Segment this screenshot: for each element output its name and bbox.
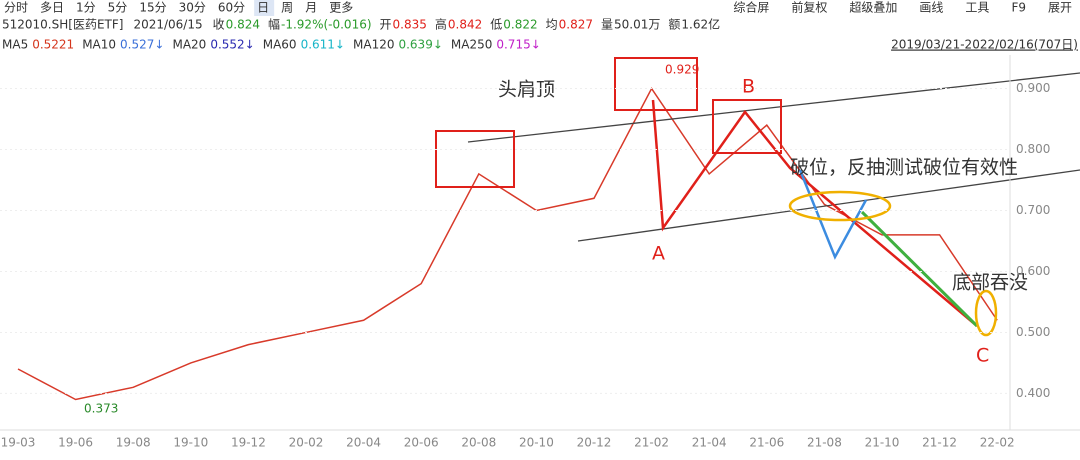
green-line — [860, 210, 979, 328]
info-label: 幅 — [268, 17, 280, 32]
info-label: 低 — [490, 18, 502, 32]
tab[interactable]: 周 — [281, 1, 293, 15]
ma-value: 0.5221 — [32, 38, 74, 52]
info-date: 2021/06/15 — [133, 18, 202, 32]
ma-value: 0.639↓ — [398, 38, 442, 52]
high-label: 0.929 — [665, 63, 699, 77]
info-value: 0.842 — [448, 18, 482, 32]
neckline-lower — [577, 169, 1080, 242]
x-tick-label: 20-10 — [519, 436, 554, 450]
toolbar-button[interactable]: 前复权 — [791, 0, 827, 15]
x-tick-label: 19-06 — [58, 436, 93, 450]
annotation: 破位，反抽测试破位有效性 — [790, 157, 1018, 179]
info-label: 高 — [435, 17, 447, 32]
ma-value: 0.552↓ — [210, 38, 254, 52]
tab[interactable]: 1分 — [76, 1, 96, 15]
info-value: 0.835 — [393, 18, 427, 32]
ma-name: MA5 — [2, 38, 28, 52]
x-tick-label: 19-03 — [1, 436, 36, 450]
toolbar-button[interactable]: 画线 — [919, 1, 943, 15]
info-label: 开 — [380, 18, 392, 32]
tab[interactable]: 30分 — [179, 1, 206, 15]
annotation: B — [742, 76, 755, 98]
x-tick-label: 21-06 — [749, 436, 784, 450]
info-symbol: 512010.SH[医药ETF] — [2, 18, 123, 32]
tab[interactable]: 多日 — [40, 1, 64, 15]
x-tick-label: 21-02 — [634, 436, 669, 450]
tab[interactable]: 60分 — [218, 1, 245, 15]
tab[interactable]: 日 — [257, 1, 269, 15]
info-value: 0.827 — [559, 18, 593, 32]
annotation: A — [652, 243, 665, 265]
wave-line — [651, 99, 978, 327]
ma-value: 0.611↓ — [301, 38, 345, 52]
x-tick-label: 21-04 — [692, 436, 727, 450]
x-tick-label: 20-04 — [346, 436, 381, 450]
annotation: 底部吞没 — [952, 272, 1028, 294]
drawings — [0, 55, 1080, 431]
tab[interactable]: 5分 — [108, 1, 128, 15]
x-tick-label: 21-08 — [807, 436, 842, 450]
toolbar-button[interactable]: 工具 — [965, 1, 989, 15]
x-tick-label: 21-12 — [922, 436, 957, 450]
y-tick-label: 0.400 — [1016, 386, 1050, 400]
tab[interactable]: 更多 — [329, 1, 353, 15]
info-value: -1.92%(-0.016) — [281, 18, 372, 32]
annotation: C — [976, 345, 989, 367]
x-tick-label: 20-12 — [577, 436, 612, 450]
info-value: 1.62亿 — [681, 17, 720, 32]
tab[interactable]: 分时 — [4, 1, 28, 15]
info-label: 均 — [546, 18, 558, 32]
x-tick-label: 19-10 — [173, 436, 208, 450]
tab[interactable]: 月 — [305, 1, 317, 15]
box — [435, 130, 515, 188]
info-label: 收 — [213, 18, 225, 32]
blue-line — [798, 169, 868, 260]
x-tick-label: 20-02 — [289, 436, 324, 450]
ma-name: MA10 — [82, 38, 116, 52]
x-tick-label: 22-02 — [980, 436, 1015, 450]
ma-value: 0.715↓ — [496, 38, 540, 52]
toolbar-button[interactable]: 展开 — [1048, 1, 1072, 15]
annotation: 头肩顶 — [498, 79, 555, 101]
price-line — [17, 87, 998, 401]
toolbar-button[interactable]: 综合屏 — [733, 0, 769, 15]
tab[interactable]: 15分 — [139, 1, 166, 15]
x-tick-label: 19-12 — [231, 436, 266, 450]
y-tick-label: 0.900 — [1016, 81, 1050, 95]
tab-selected — [254, 0, 275, 16]
toolbar-button[interactable]: 超级叠加 — [849, 0, 897, 15]
ellipse — [788, 190, 892, 222]
info-label: 额 — [668, 18, 680, 32]
box — [614, 57, 698, 111]
info-value: 50.01万 — [614, 18, 660, 32]
ma-name: MA120 — [353, 38, 394, 52]
x-tick-label: 20-06 — [404, 436, 439, 450]
x-tick-label: 21-10 — [865, 436, 900, 450]
info-value: 0.824 — [226, 18, 260, 32]
ma-value: 0.527↓ — [120, 38, 164, 52]
x-tick-label: 20-08 — [461, 436, 496, 450]
y-tick-label: 0.500 — [1016, 325, 1050, 339]
ma-name: MA20 — [172, 38, 206, 52]
neckline-upper — [467, 72, 1080, 143]
y-tick-label: 0.800 — [1016, 142, 1050, 156]
x-tick-label: 19-08 — [116, 436, 151, 450]
ellipse — [974, 289, 998, 337]
low-label: 0.373 — [84, 402, 118, 416]
y-tick-label: 0.600 — [1016, 264, 1050, 278]
ma-name: MA60 — [263, 38, 297, 52]
y-tick-label: 0.700 — [1016, 203, 1050, 217]
toolbar-button[interactable]: F9 — [1011, 1, 1026, 15]
info-label: 量 — [601, 18, 613, 32]
info-value: 0.822 — [503, 18, 537, 32]
ma-name: MA250 — [451, 38, 492, 52]
date-range[interactable]: 2019/03/21-2022/02/16(707日) — [891, 38, 1078, 52]
box — [712, 99, 782, 154]
